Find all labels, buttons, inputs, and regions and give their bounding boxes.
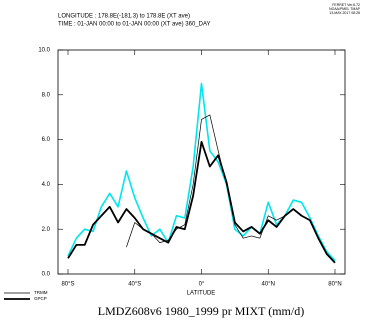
series-line (67, 140, 336, 264)
stamp: 13-MAY-2017 08:28 (329, 11, 360, 15)
y-tick-label: 8.0 (42, 92, 51, 98)
legend-label: TRMM (34, 290, 48, 295)
x-tick-label: 40°N (262, 282, 275, 288)
y-tick-label: 2.0 (42, 227, 51, 233)
x-axis-label: LATITUDE (187, 291, 216, 297)
header-line: TIME : 01-JAN 00:00 to 01-JAN 00:00 (XT … (58, 22, 211, 28)
x-tick-label: 80°N (328, 282, 341, 288)
header-line: LONGITUDE : 178.8E(-181.3) to 178.8E (XT… (58, 14, 190, 20)
y-tick-label: 4.0 (42, 182, 51, 188)
legend-label: GPCP (34, 296, 47, 301)
stamp: FERRET Ver.6.72 (332, 3, 360, 7)
x-tick-label: 0° (199, 282, 205, 288)
x-tick-label: 40°S (128, 282, 141, 288)
y-tick-label: 0.0 (42, 272, 51, 278)
chart-title: LMDZ608v6 1980_1999 pr MIXT (mm/d) (98, 304, 304, 318)
series-line (67, 82, 336, 262)
x-tick-label: 80°S (61, 282, 74, 288)
y-tick-label: 10.0 (38, 48, 50, 54)
y-tick-label: 6.0 (42, 137, 51, 143)
stamp: NOAA/PMEL TMAP (329, 7, 361, 11)
